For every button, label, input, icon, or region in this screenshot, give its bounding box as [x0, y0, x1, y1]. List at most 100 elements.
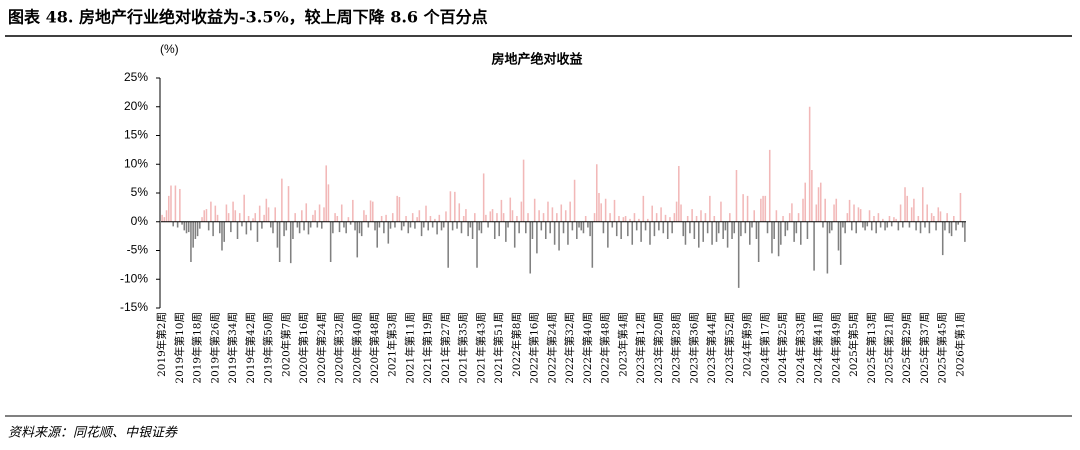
- bar: [948, 221, 951, 234]
- bar: [527, 213, 529, 222]
- bar: [190, 221, 192, 262]
- bar: [864, 221, 866, 231]
- bar: [722, 221, 724, 239]
- bar: [933, 216, 935, 222]
- bar: [682, 221, 685, 237]
- bar: [906, 195, 909, 222]
- bar: [252, 218, 254, 222]
- bar: [593, 213, 596, 222]
- bar: [551, 207, 554, 222]
- x-tick-label: 2019年第2周: [155, 312, 168, 377]
- bar: [250, 221, 252, 231]
- bar: [855, 221, 858, 234]
- bar: [338, 221, 341, 233]
- bar: [314, 210, 316, 222]
- bar: [695, 216, 698, 222]
- bar: [589, 221, 591, 237]
- bar: [953, 216, 955, 222]
- bar: [436, 221, 438, 235]
- bar: [533, 198, 536, 222]
- bar: [301, 210, 303, 222]
- bar: [467, 221, 469, 237]
- bar: [580, 221, 583, 231]
- bar: [230, 221, 232, 233]
- x-tick-label: 2019年第26周: [208, 312, 221, 384]
- bar: [336, 216, 339, 222]
- bar: [689, 221, 691, 234]
- y-tick-label: -10%: [120, 271, 148, 285]
- bar: [704, 213, 707, 222]
- bar: [764, 195, 767, 222]
- bar: [720, 201, 722, 222]
- bar: [897, 221, 900, 231]
- bar: [327, 184, 330, 222]
- bar: [292, 221, 294, 239]
- bar: [607, 221, 609, 248]
- bar: [780, 221, 782, 245]
- bar: [374, 221, 376, 231]
- bar: [848, 199, 851, 222]
- bar: [788, 213, 791, 222]
- bar: [434, 218, 436, 222]
- bar: [904, 187, 906, 222]
- bar: [318, 204, 321, 222]
- bar: [281, 178, 283, 222]
- bar: [882, 218, 884, 222]
- bar: [540, 221, 543, 231]
- bar: [493, 221, 496, 239]
- x-tick-label: 2021年第35周: [457, 312, 470, 384]
- bar: [766, 221, 769, 234]
- bar: [525, 221, 527, 234]
- bar: [828, 221, 831, 234]
- bar: [403, 221, 405, 227]
- chart-title: 房地产绝对收益: [491, 52, 582, 68]
- bar: [890, 221, 893, 227]
- bar: [884, 221, 886, 231]
- bar: [955, 221, 957, 231]
- x-tick-label: 2021年第27周: [439, 312, 452, 384]
- bar: [686, 216, 689, 222]
- bar: [411, 213, 414, 222]
- x-tick-label: 2019年第10周: [173, 312, 186, 384]
- bar: [733, 221, 736, 234]
- bar: [454, 191, 456, 222]
- bar: [199, 221, 201, 229]
- bar: [859, 209, 862, 222]
- bar: [442, 221, 445, 228]
- bar: [870, 221, 873, 231]
- bar: [536, 221, 538, 254]
- heading: 图表 48. 房地产行业绝对收益为-3.5%，较上周下降 8.6 个百分点: [8, 8, 488, 27]
- bar: [842, 221, 844, 228]
- x-tick-label: 2020年第24周: [315, 312, 328, 384]
- x-tick-label: 2026年第1周: [953, 312, 966, 377]
- bar: [791, 203, 793, 222]
- bar: [456, 221, 458, 229]
- x-tick-label: 2024年第17周: [758, 312, 771, 384]
- bar: [924, 221, 926, 228]
- bar: [837, 221, 840, 251]
- bar: [167, 195, 170, 222]
- bar: [471, 221, 474, 239]
- x-tick-label: 2022年第16周: [528, 312, 541, 384]
- bar: [640, 221, 642, 242]
- x-tick-label: 2025年第37周: [918, 312, 931, 384]
- bar: [165, 210, 168, 222]
- bar: [236, 221, 239, 239]
- bar: [254, 213, 257, 222]
- bar: [950, 221, 953, 237]
- bar: [819, 182, 822, 222]
- bar: [773, 221, 775, 239]
- bar: [427, 221, 430, 231]
- bar: [613, 199, 616, 222]
- x-tick-label: 2022年第32周: [563, 312, 576, 384]
- bar: [261, 221, 263, 229]
- bar: [352, 199, 354, 222]
- bar: [544, 221, 547, 239]
- bar: [238, 213, 241, 222]
- bar: [347, 217, 350, 222]
- bar: [511, 210, 514, 222]
- bar: [498, 221, 500, 237]
- x-tick-label: 2022年第24周: [545, 312, 558, 384]
- bar: [795, 221, 798, 234]
- bar: [547, 201, 549, 222]
